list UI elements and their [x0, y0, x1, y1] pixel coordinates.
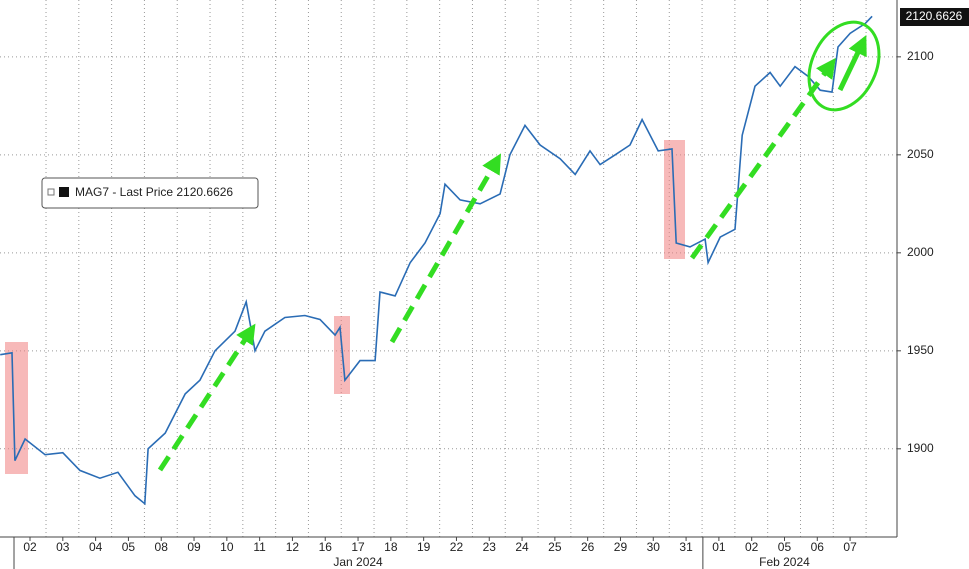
x-tick-label: 06	[811, 540, 825, 554]
series	[0, 15, 873, 506]
x-tick-label: 03	[56, 540, 70, 554]
y-tick-label: 2100	[907, 49, 934, 63]
trend-arrow	[837, 34, 867, 92]
trend-arrows	[157, 20, 881, 472]
x-tick-label: 02	[745, 540, 759, 554]
x-tick-label: 29	[614, 540, 628, 554]
x-tick-label: 23	[483, 540, 497, 554]
x-tick-label: 22	[450, 540, 464, 554]
last-price-tag	[900, 8, 969, 26]
price-line	[0, 15, 873, 506]
x-tick-label: 17	[351, 540, 365, 554]
x-tick-label: 02	[23, 540, 37, 554]
x-tick-label: 30	[647, 540, 661, 554]
legend-box	[41, 177, 259, 209]
x-tick-label: 11	[253, 540, 266, 554]
x-tick-label: 04	[89, 540, 103, 554]
x-tick-label: 26	[581, 540, 595, 554]
plot-area	[0, 0, 897, 537]
x-tick-label: 18	[384, 540, 398, 554]
x-tick-label: 05	[778, 540, 792, 554]
last-price-label: 2120.6626	[906, 9, 963, 23]
x-tick-label: 16	[319, 540, 333, 554]
legend: MAG7 - Last Price 2120.6626	[41, 177, 259, 209]
y-tick-label: 1900	[907, 441, 934, 455]
y-tick-label: 2050	[907, 147, 934, 161]
y-tick-label: 1950	[907, 343, 934, 357]
month-label: Jan 2024	[333, 555, 383, 569]
x-tick-label: 12	[286, 540, 300, 554]
month-label: Feb 2024	[759, 555, 810, 569]
highlight-box	[5, 342, 28, 474]
x-tick-label: 10	[220, 540, 234, 554]
x-tick-label: 24	[515, 540, 529, 554]
highlight-ellipse	[807, 20, 881, 112]
x-tick-label: 07	[843, 540, 857, 554]
x-tick-label: 31	[679, 540, 693, 554]
legend-label: MAG7 - Last Price 2120.6626	[75, 185, 233, 199]
x-tick-label: 05	[122, 540, 136, 554]
x-tick-label: 09	[187, 540, 201, 554]
trend-arrow	[389, 153, 502, 344]
legend-toggle	[47, 188, 55, 196]
legend-swatch	[59, 187, 69, 197]
x-tick-label: 08	[155, 540, 169, 554]
x-tick-label: 19	[417, 540, 431, 554]
x-tick-label: 25	[548, 540, 562, 554]
x-tick-label: 01	[712, 540, 726, 554]
trend-arrow	[689, 57, 836, 260]
y-tick-label: 2000	[907, 245, 934, 259]
trend-arrow	[157, 323, 256, 472]
